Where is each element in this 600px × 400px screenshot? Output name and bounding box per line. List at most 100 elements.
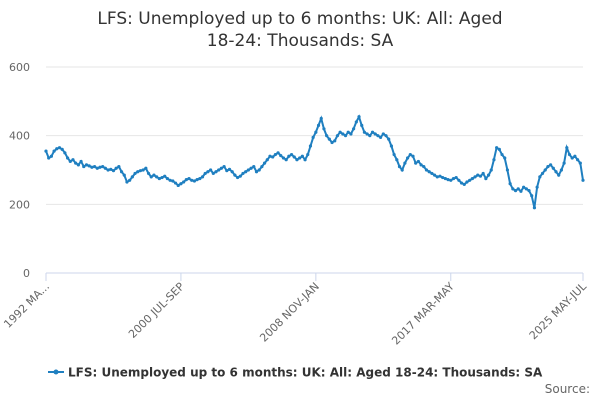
point <box>519 189 523 193</box>
point <box>316 123 321 127</box>
point <box>273 152 277 157</box>
point <box>173 181 178 185</box>
point <box>486 173 491 177</box>
point <box>163 174 167 178</box>
point <box>443 176 447 181</box>
point <box>235 175 240 180</box>
point <box>476 173 480 177</box>
point <box>298 156 302 160</box>
point <box>90 165 94 169</box>
point <box>570 156 574 160</box>
point <box>200 175 205 179</box>
point <box>470 176 474 181</box>
point <box>144 166 148 170</box>
point <box>74 161 78 165</box>
point <box>184 178 188 182</box>
point <box>271 155 275 159</box>
point <box>360 123 364 127</box>
y-tick-label: 200 <box>9 198 30 211</box>
point <box>549 163 553 167</box>
point <box>60 147 64 151</box>
point <box>101 164 105 169</box>
point <box>441 175 445 180</box>
x-tick-label: 1992 MA... <box>1 280 52 331</box>
point <box>289 152 294 157</box>
point <box>63 151 67 155</box>
point <box>497 147 501 151</box>
point <box>543 168 547 172</box>
point <box>414 161 418 165</box>
point <box>300 154 304 158</box>
point <box>473 175 477 179</box>
point <box>562 161 566 165</box>
point <box>379 135 383 139</box>
point <box>362 130 367 134</box>
point <box>44 149 48 153</box>
point <box>52 149 56 153</box>
point <box>524 187 528 191</box>
point <box>346 130 350 134</box>
x-tick-label: 2017 MAR-MAY <box>389 280 457 348</box>
point <box>389 144 394 148</box>
point <box>276 151 280 155</box>
point <box>287 154 291 158</box>
point <box>57 146 62 150</box>
point <box>246 168 250 172</box>
point <box>540 171 545 176</box>
point <box>368 134 372 138</box>
point <box>295 158 299 162</box>
point <box>306 152 310 157</box>
point <box>500 152 504 157</box>
point <box>254 170 259 174</box>
point <box>71 158 75 162</box>
point <box>405 156 410 160</box>
point <box>82 164 86 169</box>
point <box>527 189 531 193</box>
point <box>438 174 442 178</box>
point <box>95 166 99 170</box>
point <box>55 147 59 151</box>
point <box>76 163 80 167</box>
point <box>325 134 329 138</box>
point <box>125 180 129 184</box>
point <box>111 169 116 173</box>
point <box>508 182 512 186</box>
point <box>190 178 194 182</box>
point <box>279 153 283 158</box>
point <box>92 164 97 169</box>
point <box>427 170 431 174</box>
point <box>576 158 580 162</box>
point <box>136 170 140 174</box>
point <box>376 134 380 138</box>
point <box>211 171 215 176</box>
point <box>411 154 415 158</box>
point <box>503 156 507 160</box>
point <box>268 154 272 158</box>
point <box>387 137 391 141</box>
point <box>292 155 296 159</box>
point <box>462 182 466 187</box>
legend-label: LFS: Unemployed up to 6 months: UK: All:… <box>68 366 543 380</box>
point <box>157 176 161 181</box>
point <box>581 178 585 182</box>
point <box>432 173 437 177</box>
point <box>119 170 124 174</box>
point <box>565 146 569 150</box>
point <box>338 130 342 134</box>
point <box>219 166 224 170</box>
point <box>403 161 407 165</box>
point <box>281 156 286 160</box>
point <box>446 178 450 182</box>
point <box>241 171 245 176</box>
point <box>349 132 353 136</box>
point <box>262 161 267 165</box>
point <box>152 173 156 177</box>
point <box>505 168 510 172</box>
point <box>330 140 334 145</box>
point <box>227 167 232 171</box>
point <box>98 165 102 169</box>
point <box>511 187 515 191</box>
point <box>559 168 564 172</box>
x-tick-label: 2000 JUL-SEP <box>126 280 187 341</box>
point <box>206 170 210 174</box>
